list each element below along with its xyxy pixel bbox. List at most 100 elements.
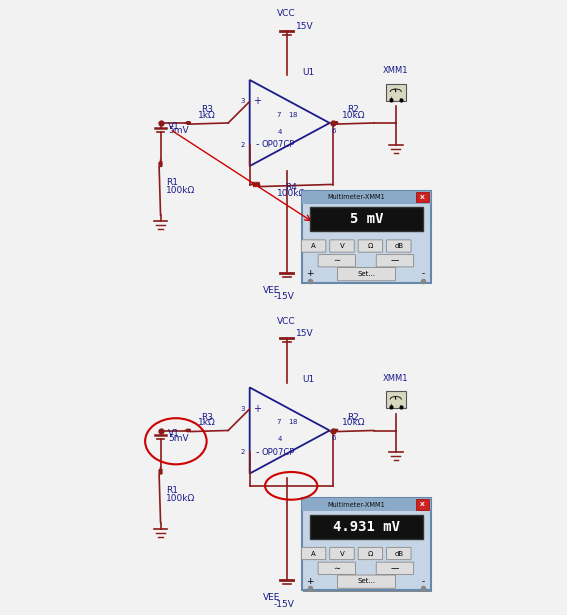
Text: +: + — [253, 404, 261, 414]
FancyBboxPatch shape — [387, 547, 411, 560]
FancyBboxPatch shape — [310, 515, 424, 539]
Text: 6: 6 — [331, 128, 336, 133]
Text: U1: U1 — [302, 375, 314, 384]
FancyBboxPatch shape — [376, 562, 414, 574]
FancyBboxPatch shape — [358, 547, 383, 560]
Text: A: A — [311, 243, 316, 249]
Text: -15V: -15V — [273, 600, 294, 609]
Text: 5 mV: 5 mV — [350, 212, 383, 226]
Text: 6: 6 — [331, 435, 336, 441]
Text: 1kΩ: 1kΩ — [198, 418, 215, 427]
Text: Multimeter-XMM1: Multimeter-XMM1 — [327, 194, 385, 200]
Text: V1: V1 — [168, 122, 180, 130]
Text: 8: 8 — [293, 419, 297, 425]
Text: +: + — [388, 96, 393, 101]
Text: ∼: ∼ — [333, 564, 340, 573]
FancyBboxPatch shape — [387, 240, 411, 252]
FancyBboxPatch shape — [337, 575, 396, 588]
Text: 4.931 mV: 4.931 mV — [333, 520, 400, 534]
FancyBboxPatch shape — [358, 240, 383, 252]
Text: 10kΩ: 10kΩ — [342, 111, 365, 120]
Text: OP07CP: OP07CP — [262, 448, 295, 457]
Text: -: - — [422, 269, 425, 278]
Text: 2: 2 — [240, 141, 245, 148]
Text: ∼: ∼ — [333, 256, 340, 265]
Text: —: — — [391, 564, 399, 573]
Text: —: — — [391, 256, 399, 265]
FancyBboxPatch shape — [330, 240, 354, 252]
FancyBboxPatch shape — [318, 255, 356, 267]
Text: -: - — [400, 96, 401, 101]
Text: 100kΩ: 100kΩ — [166, 186, 195, 195]
Text: Set...: Set... — [357, 271, 375, 277]
FancyBboxPatch shape — [416, 499, 429, 510]
FancyBboxPatch shape — [310, 207, 424, 231]
Text: -: - — [256, 447, 259, 457]
Text: R3: R3 — [201, 413, 213, 422]
Text: OP07CP: OP07CP — [262, 140, 295, 149]
Text: 1kΩ: 1kΩ — [198, 111, 215, 120]
Text: 2: 2 — [240, 449, 245, 455]
Text: 1: 1 — [288, 111, 293, 117]
Text: +: + — [253, 97, 261, 106]
Text: 5mV: 5mV — [168, 126, 189, 135]
FancyBboxPatch shape — [386, 391, 405, 408]
Text: 3: 3 — [240, 406, 245, 412]
Text: 4: 4 — [278, 436, 282, 442]
FancyBboxPatch shape — [301, 547, 326, 560]
Text: R2: R2 — [348, 413, 359, 422]
Text: XMM1: XMM1 — [383, 66, 408, 75]
FancyBboxPatch shape — [303, 499, 432, 592]
Text: 1: 1 — [288, 419, 293, 425]
FancyBboxPatch shape — [302, 191, 431, 283]
Text: X: X — [420, 502, 425, 507]
Text: U1: U1 — [302, 68, 314, 77]
Text: XMM1: XMM1 — [383, 374, 408, 383]
Text: dB: dB — [394, 550, 403, 557]
FancyBboxPatch shape — [337, 268, 396, 280]
FancyBboxPatch shape — [330, 547, 354, 560]
Text: 7: 7 — [276, 419, 281, 425]
Text: dB: dB — [394, 243, 403, 249]
Text: V: V — [340, 550, 344, 557]
Text: R4: R4 — [285, 183, 297, 192]
Text: A: A — [311, 550, 316, 557]
Text: Multimeter-XMM1: Multimeter-XMM1 — [327, 502, 385, 507]
Text: 10kΩ: 10kΩ — [342, 418, 365, 427]
Text: R2: R2 — [348, 105, 359, 114]
Text: X: X — [420, 194, 425, 200]
Text: R1: R1 — [166, 178, 178, 188]
Text: 5mV: 5mV — [168, 434, 189, 443]
FancyBboxPatch shape — [302, 498, 431, 590]
Text: 15V: 15V — [296, 329, 314, 338]
FancyBboxPatch shape — [301, 240, 326, 252]
Text: +: + — [388, 403, 393, 408]
FancyBboxPatch shape — [386, 84, 405, 101]
Text: 15V: 15V — [296, 22, 314, 31]
FancyBboxPatch shape — [318, 562, 356, 574]
Text: 7: 7 — [276, 111, 281, 117]
Text: VEE: VEE — [263, 286, 280, 295]
Text: 8: 8 — [293, 111, 297, 117]
Text: 4: 4 — [278, 129, 282, 135]
Text: -: - — [400, 403, 401, 408]
Text: Ω: Ω — [368, 550, 373, 557]
FancyBboxPatch shape — [303, 192, 432, 284]
Text: -15V: -15V — [273, 292, 294, 301]
Text: 3: 3 — [240, 98, 245, 105]
Text: -: - — [256, 140, 259, 149]
Text: Set...: Set... — [357, 578, 375, 584]
Text: VEE: VEE — [263, 593, 280, 603]
Text: +: + — [306, 269, 314, 278]
Text: -: - — [422, 577, 425, 585]
Text: R3: R3 — [201, 105, 213, 114]
Text: +: + — [306, 577, 314, 585]
FancyBboxPatch shape — [416, 192, 429, 202]
FancyBboxPatch shape — [302, 191, 431, 204]
FancyBboxPatch shape — [302, 498, 431, 511]
FancyBboxPatch shape — [376, 255, 414, 267]
Text: 100kΩ: 100kΩ — [277, 189, 306, 197]
Text: V: V — [340, 243, 344, 249]
Text: R1: R1 — [166, 486, 178, 495]
Text: V1: V1 — [168, 429, 180, 438]
